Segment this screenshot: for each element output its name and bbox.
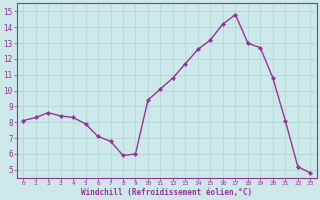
X-axis label: Windchill (Refroidissement éolien,°C): Windchill (Refroidissement éolien,°C) bbox=[81, 188, 252, 197]
